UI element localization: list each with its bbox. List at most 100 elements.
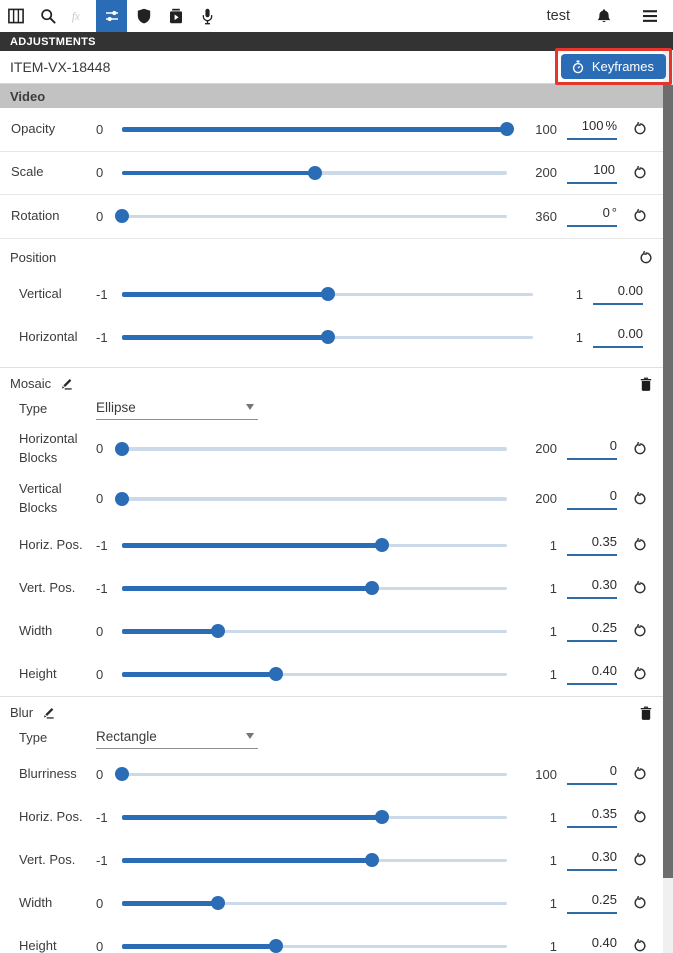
reset-button[interactable] — [619, 442, 647, 456]
bell-icon[interactable] — [588, 0, 619, 32]
position-horizontal-slider[interactable] — [122, 329, 533, 345]
mosaic-height-slider[interactable] — [122, 666, 507, 682]
mosaic-vpos-value-input[interactable]: 0.30 — [567, 577, 617, 599]
search-icon[interactable] — [32, 0, 63, 32]
sliders-icon[interactable] — [96, 0, 127, 32]
reset-button[interactable] — [619, 538, 647, 552]
scale-value-input[interactable]: 100 — [567, 162, 617, 184]
slider-thumb[interactable] — [307, 165, 322, 180]
slider-max: 200 — [535, 165, 557, 181]
menu-icon[interactable] — [634, 0, 665, 32]
blur-vpos-slider[interactable] — [122, 852, 507, 868]
slider-thumb[interactable] — [115, 767, 129, 781]
slider-thumb[interactable] — [500, 122, 514, 137]
reset-button[interactable] — [619, 939, 647, 953]
scrollbar-thumb[interactable] — [663, 85, 673, 878]
slider-label: Horizontal Blocks — [19, 430, 78, 465]
reset-button[interactable] — [619, 624, 647, 638]
edit-pencil-icon[interactable] — [41, 706, 55, 720]
slider-thumb[interactable] — [269, 939, 283, 953]
mosaic-height-value-input[interactable]: 0.40 — [567, 663, 617, 685]
reset-button[interactable] — [619, 767, 647, 781]
slider-label: Vert. Pos. — [19, 851, 76, 867]
slider-min: 0 — [96, 666, 104, 682]
slider-thumb[interactable] — [211, 624, 226, 638]
user-label[interactable]: test — [546, 8, 570, 24]
slider-row-mosaic-width: Width 0 1 0.25 — [0, 610, 673, 653]
slider-min: -1 — [96, 286, 108, 302]
reset-button[interactable] — [619, 581, 647, 595]
item-id: ITEM-VX-18448 — [10, 59, 111, 75]
mosaic-hblocks-slider[interactable] — [115, 441, 507, 457]
media-box-icon[interactable] — [160, 0, 191, 32]
mosaic-type-select[interactable]: Ellipse — [96, 400, 258, 420]
stopwatch-icon — [571, 60, 585, 74]
keyframes-button[interactable]: Keyframes — [560, 54, 666, 79]
blur-type-select[interactable]: Rectangle — [96, 729, 258, 749]
mosaic-type-row: Type Ellipse — [0, 396, 673, 424]
slider-thumb[interactable] — [115, 209, 129, 224]
slider-thumb[interactable] — [115, 441, 129, 456]
blurriness-value-input[interactable]: 0 — [567, 763, 617, 785]
slider-row-blurriness: Blurriness 0 100 0 — [0, 753, 673, 796]
mosaic-delete-icon[interactable] — [639, 377, 653, 391]
mosaic-vblocks-value-input[interactable]: 0 — [567, 488, 617, 510]
edit-pencil-icon[interactable] — [59, 377, 73, 391]
mosaic-hpos-slider[interactable] — [122, 537, 507, 553]
blur-height-value-input[interactable]: 0.40 — [567, 935, 617, 953]
reset-button[interactable] — [619, 209, 647, 223]
slider-thumb[interactable] — [374, 538, 389, 552]
mosaic-group: Mosaic Type Ellipse Horizontal Blocks 0 … — [0, 368, 673, 697]
reset-button[interactable] — [619, 896, 647, 910]
blur-width-value-input[interactable]: 0.25 — [567, 892, 617, 914]
slider-row-blur-hpos: Horiz. Pos. -1 1 0.35 — [0, 796, 673, 839]
reset-button[interactable] — [619, 853, 647, 867]
slider-thumb[interactable] — [269, 667, 283, 681]
slider-thumb[interactable] — [365, 853, 380, 867]
reset-button[interactable] — [619, 810, 647, 824]
mosaic-vpos-slider[interactable] — [122, 580, 507, 596]
item-row: ITEM-VX-18448 Keyframes — [0, 48, 673, 85]
position-vertical-slider[interactable] — [122, 286, 533, 302]
blur-vpos-value-input[interactable]: 0.30 — [567, 849, 617, 871]
slider-row-scale: Scale 0 200 100 — [0, 152, 673, 195]
reset-button[interactable] — [619, 166, 647, 180]
vertical-scrollbar[interactable] — [663, 50, 673, 953]
slider-thumb[interactable] — [320, 287, 335, 301]
mosaic-vblocks-slider[interactable] — [115, 491, 507, 507]
mosaic-hblocks-value-input[interactable]: 0 — [567, 438, 617, 460]
slider-thumb[interactable] — [211, 896, 226, 910]
slider-thumb[interactable] — [374, 810, 389, 824]
mosaic-hpos-value-input[interactable]: 0.35 — [567, 534, 617, 556]
slider-max: 100 — [535, 766, 557, 782]
blur-delete-icon[interactable] — [639, 706, 653, 720]
blur-hpos-value-input[interactable]: 0.35 — [567, 806, 617, 828]
columns-icon[interactable] — [0, 0, 31, 32]
microphone-icon[interactable] — [192, 0, 223, 32]
blurriness-slider[interactable] — [115, 766, 507, 782]
slider-thumb[interactable] — [320, 330, 335, 344]
blur-width-slider[interactable] — [122, 895, 507, 911]
position-reset-button[interactable] — [625, 251, 653, 265]
position-vertical-value-input[interactable]: 0.00 — [593, 283, 643, 305]
position-label: Position — [10, 250, 57, 265]
mosaic-width-slider[interactable] — [122, 623, 507, 639]
shield-icon[interactable] — [128, 0, 159, 32]
opacity-value-input[interactable]: 100% — [567, 118, 617, 141]
reset-button[interactable] — [619, 667, 647, 681]
opacity-slider[interactable] — [122, 121, 514, 137]
mosaic-width-value-input[interactable]: 0.25 — [567, 620, 617, 642]
rotation-slider[interactable] — [115, 208, 507, 224]
slider-thumb[interactable] — [365, 581, 380, 595]
slider-max: 1 — [549, 895, 557, 911]
blur-hpos-slider[interactable] — [122, 809, 507, 825]
slider-track — [122, 214, 507, 219]
slider-min: 0 — [96, 441, 104, 456]
blur-height-slider[interactable] — [122, 938, 507, 953]
reset-button[interactable] — [619, 122, 647, 136]
reset-button[interactable] — [619, 492, 647, 506]
position-horizontal-value-input[interactable]: 0.00 — [593, 326, 643, 348]
rotation-value-input[interactable]: 0 ° — [567, 205, 617, 228]
slider-thumb[interactable] — [115, 491, 129, 506]
scale-slider[interactable] — [122, 165, 507, 181]
